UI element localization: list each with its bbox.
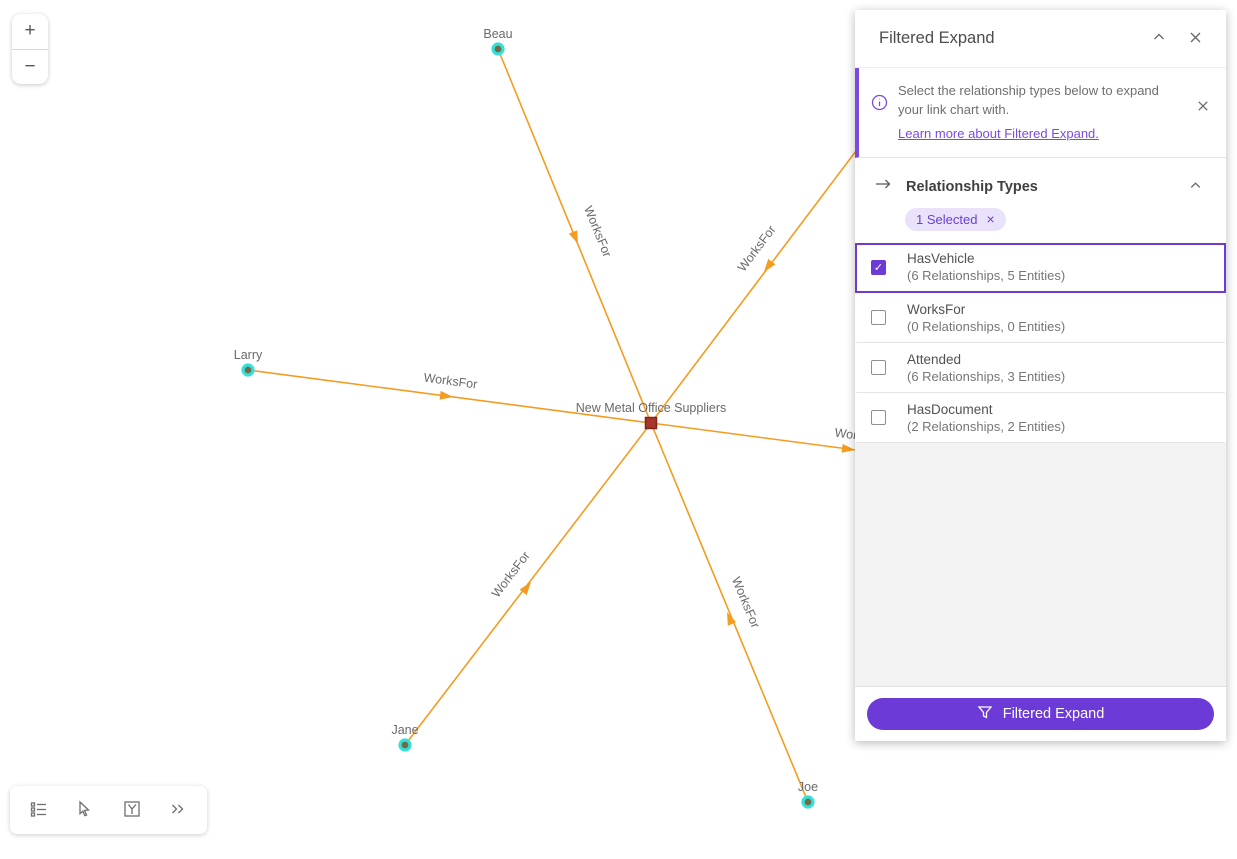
checkbox-unchecked-icon[interactable] xyxy=(871,310,886,326)
panel-footer: Filtered Expand xyxy=(855,686,1226,741)
zoom-in-button[interactable]: + xyxy=(12,14,48,49)
expand-toolbar-button[interactable] xyxy=(161,793,195,827)
polygon-select-button[interactable] xyxy=(115,793,149,827)
bottom-toolbar xyxy=(10,786,207,834)
chevron-up-icon xyxy=(1151,29,1167,48)
node-label: Larry xyxy=(234,348,263,362)
edge-arrowhead-icon xyxy=(439,390,453,400)
node-label: Beau xyxy=(483,27,512,41)
info-note: Select the relationship types below to e… xyxy=(855,68,1226,158)
relationship-type-counts: (6 Relationships, 5 Entities) xyxy=(907,268,1066,284)
checkbox-unchecked-icon[interactable] xyxy=(871,410,886,426)
relationship-edge[interactable] xyxy=(650,142,863,424)
filtered-expand-panel: Filtered Expand Select the relationship … xyxy=(855,10,1226,741)
section-title: Relationship Types xyxy=(906,178,1038,195)
chevron-up-icon xyxy=(1188,178,1203,196)
learn-more-link[interactable]: Learn more about Filtered Expand. xyxy=(898,125,1099,141)
relationship-type-name: WorksFor xyxy=(907,301,966,317)
node-label: Jane xyxy=(391,723,418,737)
person-entity-node[interactable] xyxy=(241,363,255,377)
relationship-type-list: ✓ HasVehicle (6 Relationships, 5 Entities)… xyxy=(855,242,1226,443)
chip-label: 1 Selected xyxy=(916,211,978,227)
company-entity-node[interactable] xyxy=(644,416,658,430)
relationship-type-counts: (0 Relationships, 0 Entities) xyxy=(907,318,1066,334)
close-panel-button[interactable] xyxy=(1182,26,1208,52)
zoom-out-button[interactable]: − xyxy=(12,50,48,85)
edge-arrowhead-icon xyxy=(841,443,855,453)
close-icon xyxy=(1196,99,1210,116)
checkbox-checked-icon[interactable]: ✓ xyxy=(871,259,886,275)
relationship-edge[interactable] xyxy=(650,422,857,451)
chip-row: 1 Selected × xyxy=(855,200,1226,243)
arrow-right-icon xyxy=(875,177,892,196)
relationship-edge[interactable] xyxy=(650,422,809,803)
person-entity-node[interactable] xyxy=(491,42,505,56)
relationship-type-name: HasDocument xyxy=(907,401,993,417)
zoom-control: + − xyxy=(12,14,48,84)
close-icon xyxy=(1188,30,1203,48)
edge-arrowhead-icon xyxy=(519,582,531,596)
dismiss-info-button[interactable] xyxy=(1190,94,1216,120)
filter-funnel-icon xyxy=(977,704,993,724)
polygon-select-icon xyxy=(123,800,141,821)
relationship-type-counts: (6 Relationships, 3 Entities) xyxy=(907,368,1066,384)
legend-icon xyxy=(30,800,48,821)
double-chevron-right-icon xyxy=(169,800,187,821)
info-icon xyxy=(871,94,888,116)
relationship-type-name: HasVehicle xyxy=(907,251,975,267)
person-entity-node[interactable] xyxy=(398,738,412,752)
panel-scroll-area xyxy=(855,442,1226,686)
select-tool-button[interactable] xyxy=(68,793,102,827)
legend-button[interactable] xyxy=(22,793,56,827)
select-cursor-icon xyxy=(76,799,94,821)
relationship-types-section-header: Relationship Types xyxy=(855,158,1226,200)
edge-arrowhead-icon xyxy=(568,230,578,244)
collapse-section-button[interactable] xyxy=(1182,174,1208,200)
info-message: Select the relationship types below to e… xyxy=(898,83,1159,117)
button-label: Filtered Expand xyxy=(1002,706,1105,722)
divider xyxy=(12,48,48,50)
filtered-expand-button[interactable]: Filtered Expand xyxy=(867,698,1214,730)
edge-arrowhead-icon xyxy=(764,258,776,272)
edge-label: WorksFor xyxy=(581,204,614,259)
checkbox-unchecked-icon[interactable] xyxy=(871,360,886,376)
collapse-panel-button[interactable] xyxy=(1146,26,1172,52)
panel-header: Filtered Expand xyxy=(855,10,1226,68)
edge-label: WorksFor xyxy=(735,223,779,275)
node-label: Joe xyxy=(798,780,818,794)
relationship-type-item[interactable]: WorksFor (0 Relationships, 0 Entities) xyxy=(855,292,1226,343)
node-label: New Metal Office Suppliers xyxy=(576,401,727,415)
panel-title: Filtered Expand xyxy=(879,29,995,47)
relationship-type-item[interactable]: Attended (6 Relationships, 3 Entities) xyxy=(855,342,1226,393)
relationship-type-item[interactable]: HasDocument (2 Relationships, 2 Entities) xyxy=(855,392,1226,443)
person-entity-node[interactable] xyxy=(801,795,815,809)
relationship-type-item[interactable]: ✓ HasVehicle (6 Relationships, 5 Entities) xyxy=(855,242,1226,293)
edge-label: WorksFor xyxy=(423,371,478,392)
relationship-type-counts: (2 Relationships, 2 Entities) xyxy=(907,418,1066,434)
clear-selection-icon[interactable]: × xyxy=(986,211,995,228)
selected-count-chip[interactable]: 1 Selected × xyxy=(905,207,1006,231)
relationship-type-name: Attended xyxy=(907,351,962,367)
edge-arrowhead-icon xyxy=(727,612,737,626)
